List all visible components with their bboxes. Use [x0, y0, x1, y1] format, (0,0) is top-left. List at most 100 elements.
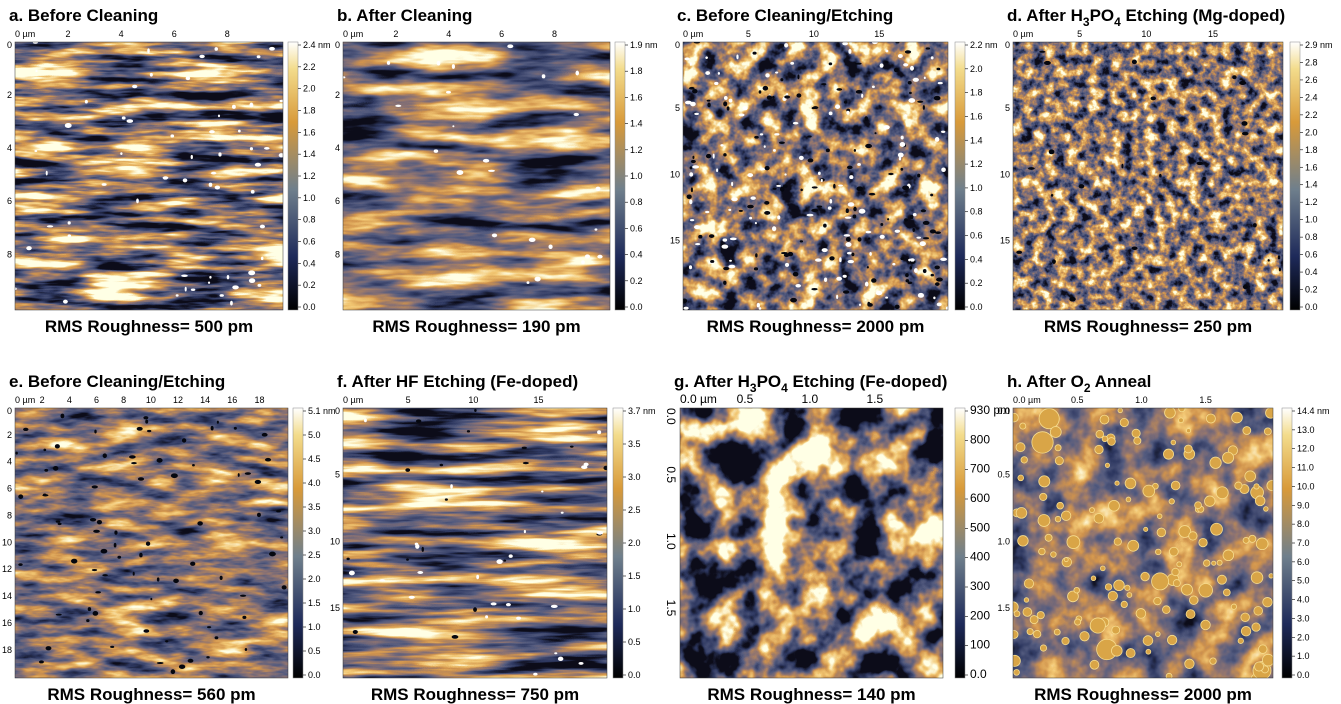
speck [1028, 167, 1035, 170]
speck [440, 464, 444, 467]
y-tick-label: 0 [7, 406, 12, 416]
speck [796, 93, 801, 97]
speck [364, 419, 367, 423]
speck [723, 281, 726, 285]
particle [1030, 616, 1038, 624]
speck [872, 41, 878, 44]
particle [1120, 418, 1128, 426]
colorbar-label: 2.2 nm [970, 40, 998, 50]
speck [1049, 149, 1055, 154]
particle [1105, 463, 1109, 467]
particle [1114, 580, 1125, 591]
speck [941, 131, 945, 133]
colorbar [1282, 408, 1292, 678]
speck [705, 211, 709, 213]
speck [934, 96, 941, 101]
y-tick-label: 0 [335, 406, 340, 416]
title-part: d. After H [1007, 6, 1083, 25]
speck [742, 106, 747, 110]
speck [232, 285, 239, 289]
particle [1064, 558, 1068, 562]
speck [865, 144, 872, 148]
speck [257, 55, 261, 58]
speck [509, 554, 513, 558]
particle [1089, 508, 1094, 513]
colorbar-label: 4.0 [308, 478, 321, 488]
speck [574, 113, 579, 116]
speck [575, 71, 579, 76]
speck [869, 193, 875, 196]
speck [865, 282, 869, 287]
speck [524, 530, 526, 533]
colorbar-label: 300 [970, 579, 990, 593]
speck [722, 245, 729, 249]
particle [1199, 584, 1213, 598]
speck [88, 607, 91, 611]
speck [936, 277, 943, 281]
speck [851, 253, 854, 257]
speck [910, 266, 913, 270]
particle [1154, 597, 1161, 604]
particle [1223, 550, 1234, 561]
speck [46, 646, 52, 650]
colorbar-label: 100 [970, 638, 990, 652]
speck [143, 416, 148, 419]
colorbar-label: 1.0 [1297, 651, 1310, 661]
y-tick-label: 15 [670, 236, 680, 246]
afm-image [682, 41, 950, 311]
colorbar-label: 1.8 [970, 88, 983, 98]
x-tick-label: 1.5 [1199, 395, 1212, 405]
colorbar-label: 0.2 [970, 278, 983, 288]
speck [926, 47, 930, 49]
colorbar-label: 8.0 [1297, 519, 1310, 529]
figure: a. Before Cleaning0 µm2468024682.4 nm2.2… [0, 0, 1341, 704]
colorbar-label: 1.0 [308, 622, 321, 632]
speck [548, 244, 552, 249]
speck [931, 56, 934, 59]
particle [1155, 549, 1161, 555]
colorbar-label: 0.2 [1305, 285, 1318, 295]
speck [527, 281, 530, 284]
speck [923, 269, 927, 273]
speck [933, 296, 935, 299]
particle [1223, 589, 1230, 596]
afm-texture [15, 408, 288, 678]
speck [261, 257, 264, 261]
particle [1216, 487, 1228, 499]
particle [1095, 445, 1103, 453]
colorbar-label: 1.5 [308, 598, 321, 608]
particle [1143, 485, 1155, 497]
speck [689, 199, 692, 204]
speck [1279, 268, 1281, 272]
speck [417, 571, 423, 574]
x-tick-label: 8 [121, 395, 126, 405]
speck [763, 86, 769, 91]
x-tick-label: 2 [66, 29, 71, 39]
speck [157, 662, 164, 664]
speck [807, 136, 811, 138]
speck [895, 230, 900, 233]
speck [133, 572, 135, 576]
y-tick-label: 0.0 [997, 406, 1010, 416]
speck [923, 221, 930, 225]
colorbar-label: 1.0 [630, 171, 643, 181]
speck [23, 428, 28, 431]
speck [917, 174, 920, 178]
particle [1173, 580, 1180, 587]
speck [230, 301, 233, 306]
particle [1051, 552, 1057, 558]
speck [707, 103, 710, 108]
panel-title: d. After H3PO4 Etching (Mg-doped) [1007, 6, 1285, 29]
particle [1262, 654, 1274, 666]
speck [415, 544, 419, 549]
particle [1136, 609, 1146, 619]
speck [811, 209, 818, 212]
speck [844, 234, 850, 236]
particle [1016, 508, 1027, 519]
speck [824, 278, 827, 282]
speck [1197, 162, 1204, 166]
title-part: b. After Cleaning [337, 6, 472, 25]
caption: RMS Roughness= 190 pm [372, 317, 580, 336]
colorbar-label: 1.6 [303, 127, 316, 137]
speck [136, 199, 139, 204]
